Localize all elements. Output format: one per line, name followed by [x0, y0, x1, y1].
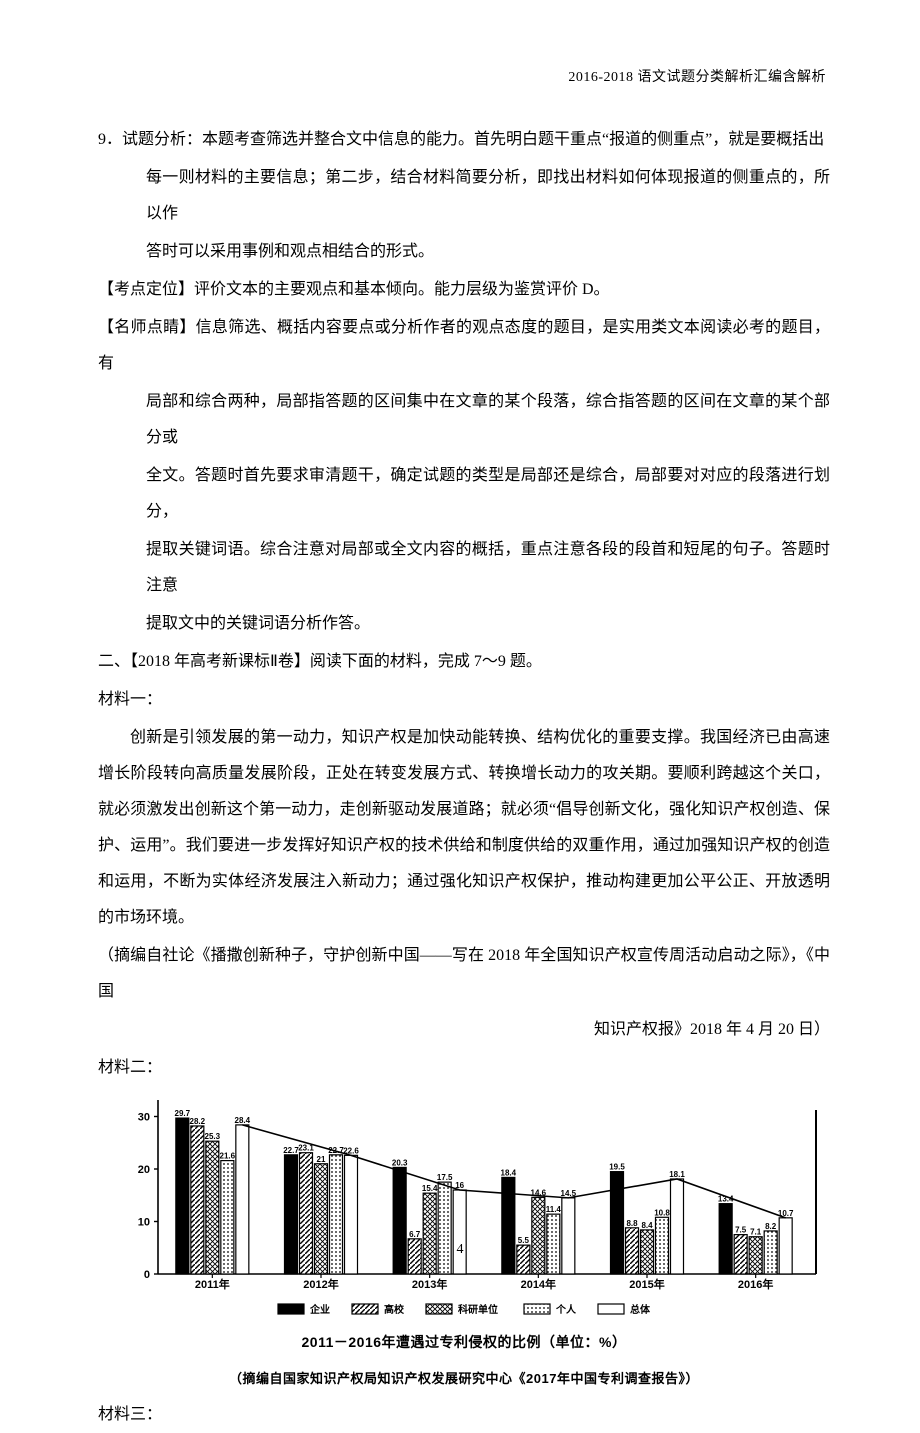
material2-label: 材料二： — [98, 1050, 830, 1086]
mingshi-line2: 局部和综合两种，局部指答题的区间集中在文章的某个段落，综合指答题的区间在文章的某… — [98, 384, 830, 456]
svg-text:21.6: 21.6 — [220, 1152, 236, 1161]
material1-source1: （摘编自社论《播撒创新种子，守护创新中国——写在 2018 年全国知识产权宣传周… — [98, 938, 830, 1010]
svg-text:2013年: 2013年 — [412, 1277, 447, 1291]
svg-text:2012年: 2012年 — [303, 1277, 338, 1291]
svg-text:2016年: 2016年 — [738, 1277, 773, 1291]
material1-source2: 知识产权报》2018 年 4 月 20 日） — [98, 1012, 830, 1048]
svg-text:20: 20 — [138, 1164, 150, 1176]
chart-container: 010203029.728.225.321.628.42011年22.723.1… — [98, 1094, 830, 1387]
svg-text:22.7: 22.7 — [283, 1146, 299, 1155]
svg-text:18.1: 18.1 — [669, 1170, 685, 1179]
svg-text:18.4: 18.4 — [501, 1168, 517, 1177]
spacer — [98, 102, 830, 122]
svg-text:28.4: 28.4 — [235, 1116, 251, 1125]
svg-text:11.4: 11.4 — [546, 1205, 562, 1214]
material3-label: 材料三： — [98, 1397, 830, 1433]
svg-text:25.3: 25.3 — [205, 1132, 221, 1141]
svg-text:28.2: 28.2 — [190, 1117, 206, 1126]
header-source: 2016-2018 语文试题分类解析汇编含解析 — [568, 66, 826, 86]
svg-text:2015年: 2015年 — [629, 1277, 664, 1291]
chart-caption: 2011－2016年遭遇过专利侵权的比例（单位：%） — [110, 1332, 818, 1352]
svg-text:科研单位: 科研单位 — [458, 1303, 498, 1316]
svg-text:6.7: 6.7 — [409, 1230, 421, 1239]
mingshi-line4: 提取关键词语。综合注意对局部或全文内容的概括，重点注意各段的段首和短尾的句子。答… — [98, 532, 830, 604]
svg-text:0: 0 — [144, 1269, 150, 1281]
bar-chart: 010203029.728.225.321.628.42011年22.723.1… — [110, 1094, 826, 1324]
svg-text:15.4: 15.4 — [422, 1184, 438, 1193]
kaodian-line: 【考点定位】评价文本的主要观点和基本倾向。能力层级为鉴赏评价 D。 — [98, 272, 830, 308]
svg-text:8.2: 8.2 — [765, 1222, 777, 1231]
svg-text:30: 30 — [138, 1112, 150, 1124]
svg-text:8.8: 8.8 — [626, 1219, 638, 1228]
svg-text:2011年: 2011年 — [195, 1277, 230, 1291]
svg-text:7.5: 7.5 — [735, 1226, 747, 1235]
page: 2016-2018 语文试题分类解析汇编含解析 9．试题分析：本题考查筛选并整合… — [0, 0, 920, 1302]
svg-text:20.3: 20.3 — [392, 1158, 408, 1167]
q9-line2: 每一则材料的主要信息；第二步，结合材料简要分析，即找出材料如何体现报道的侧重点的… — [98, 160, 830, 232]
svg-text:7.1: 7.1 — [750, 1228, 762, 1237]
svg-text:个人: 个人 — [555, 1303, 577, 1316]
svg-text:21: 21 — [317, 1155, 326, 1164]
section2-title: 二、【2018 年高考新课标Ⅱ卷】阅读下面的材料，完成 7～9 题。 — [98, 644, 830, 680]
svg-text:总体: 总体 — [630, 1303, 651, 1316]
svg-text:19.5: 19.5 — [609, 1163, 625, 1172]
q9-line1: 9．试题分析：本题考查筛选并整合文中信息的能力。首先明白题干重点“报道的侧重点”… — [98, 122, 830, 158]
mingshi-line1: 【名师点睛】信息筛选、概括内容要点或分析作者的观点态度的题目，是实用类文本阅读必… — [98, 310, 830, 382]
svg-text:10.8: 10.8 — [654, 1208, 670, 1217]
material1-body: 创新是引领发展的第一动力，知识产权是加快动能转换、结构优化的重要支撑。我国经济已… — [98, 720, 830, 936]
svg-text:企业: 企业 — [309, 1303, 330, 1316]
mingshi-line5: 提取文中的关键词语分析作答。 — [98, 606, 830, 642]
svg-text:高校: 高校 — [384, 1303, 405, 1316]
page-number: 4 — [0, 1242, 920, 1258]
chart-subcaption: （摘编自国家知识产权局知识产权发展研究中心《2017年中国专利调查报告》） — [110, 1368, 818, 1387]
svg-text:2014年: 2014年 — [521, 1277, 556, 1291]
svg-text:29.7: 29.7 — [175, 1109, 191, 1118]
mingshi-line3: 全文。答题时首先要求审清题干，确定试题的类型是局部还是综合，局部要对对应的段落进… — [98, 458, 830, 530]
svg-text:10: 10 — [138, 1217, 150, 1229]
svg-text:8.4: 8.4 — [641, 1221, 653, 1230]
svg-text:17.5: 17.5 — [437, 1173, 453, 1182]
q9-line3: 答时可以采用事例和观点相结合的形式。 — [98, 234, 830, 270]
material1-label: 材料一： — [98, 682, 830, 718]
